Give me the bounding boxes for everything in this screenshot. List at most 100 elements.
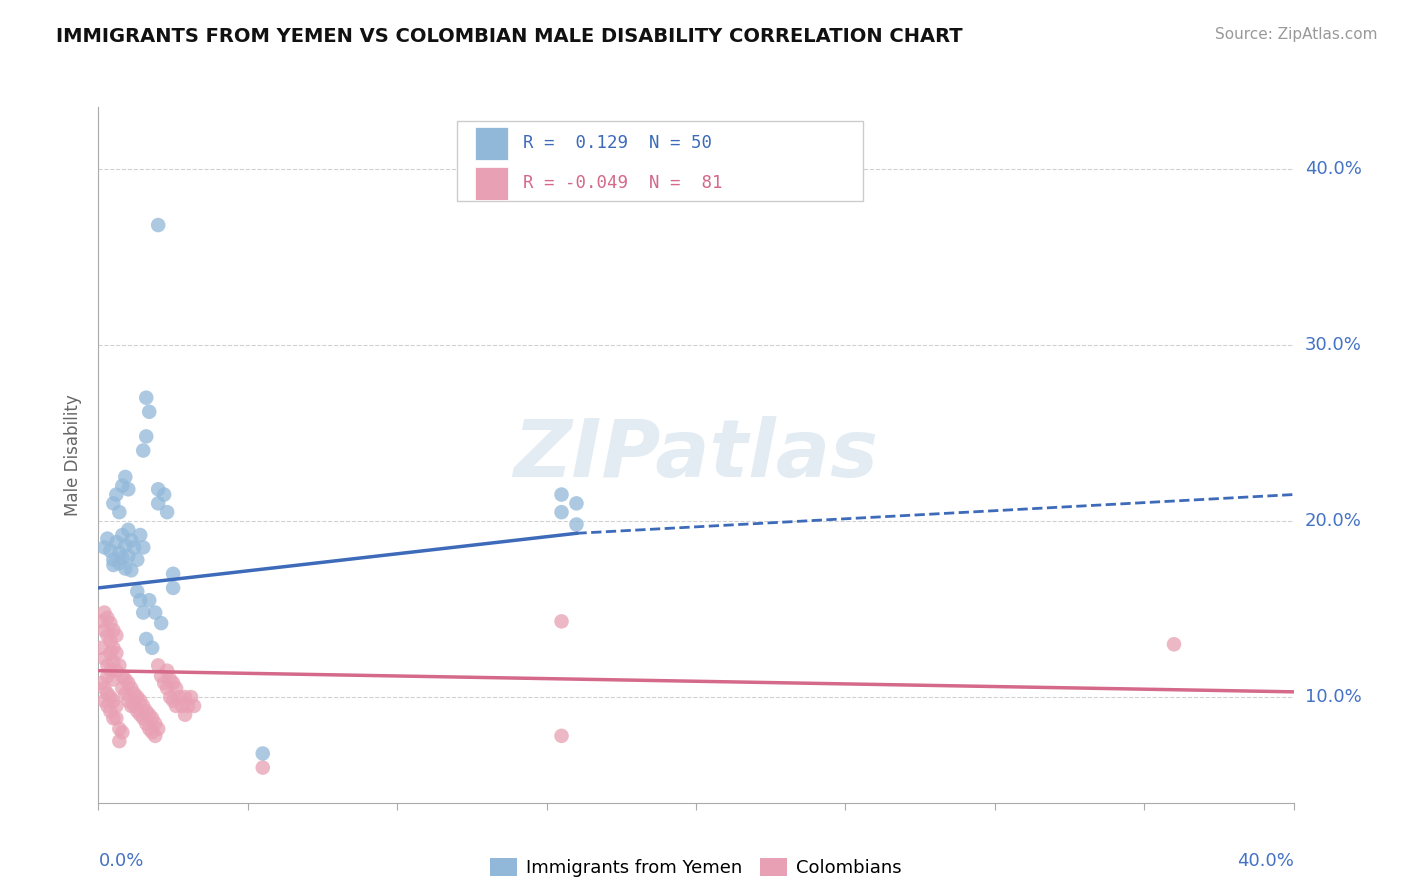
Point [143,716,166,731]
Point [96,669,118,683]
Text: 0.0%: 0.0% [98,852,143,870]
Point [105,487,128,501]
Point [96,611,118,625]
FancyBboxPatch shape [457,121,863,201]
Point [132,443,155,458]
Point [108,722,131,736]
Point [93,623,115,637]
Point [93,651,115,665]
Point [156,664,179,678]
Text: 20.0%: 20.0% [1305,512,1361,530]
Point [103,496,125,510]
Point [120,533,142,548]
Point [252,747,274,761]
Point [1163,637,1185,651]
Point [114,687,136,701]
Text: Source: ZipAtlas.com: Source: ZipAtlas.com [1215,27,1378,42]
Point [96,532,118,546]
Point [103,711,125,725]
Y-axis label: Male Disability: Male Disability [65,394,83,516]
FancyBboxPatch shape [475,127,509,160]
Point [129,528,152,542]
Point [550,487,572,501]
Point [98,646,122,660]
Text: 10.0%: 10.0% [1305,688,1361,706]
Point [129,593,152,607]
Point [127,690,149,705]
Text: 40.0%: 40.0% [1237,852,1294,870]
Point [108,505,131,519]
Point [105,535,128,549]
Point [162,566,184,581]
Point [117,676,139,690]
Point [93,681,115,696]
Point [165,698,187,713]
Point [103,552,125,566]
Point [135,704,157,718]
Point [111,681,134,696]
Point [565,517,588,532]
Point [93,606,115,620]
Text: IMMIGRANTS FROM YEMEN VS COLOMBIAN MALE DISABILITY CORRELATION CHART: IMMIGRANTS FROM YEMEN VS COLOMBIAN MALE … [56,27,963,45]
Point [148,658,170,673]
Point [108,546,131,560]
Point [93,541,115,555]
Point [98,616,122,631]
Point [117,483,139,497]
Point [159,673,181,687]
Point [105,664,128,678]
Text: ZIPatlas: ZIPatlas [513,416,879,494]
Point [174,707,197,722]
Point [103,623,125,637]
Point [162,676,184,690]
Point [114,539,136,553]
Point [148,218,170,232]
Point [138,707,160,722]
Point [150,616,173,631]
Point [156,681,179,696]
Point [98,664,122,678]
Point [165,681,187,696]
Text: R =  0.129  N = 50: R = 0.129 N = 50 [523,135,711,153]
Point [153,676,176,690]
Point [138,593,160,607]
Point [143,729,166,743]
Point [90,615,112,629]
Point [138,405,160,419]
Point [117,523,139,537]
Point [120,698,142,713]
Point [141,725,163,739]
Point [124,541,146,555]
Point [127,704,149,718]
Point [98,544,122,558]
Point [143,606,166,620]
Point [103,693,125,707]
Point [98,704,122,718]
Point [105,646,128,660]
Point [132,698,155,713]
FancyBboxPatch shape [475,167,509,200]
Point [111,528,134,542]
Point [103,655,125,669]
Point [565,496,588,510]
Point [96,698,118,713]
Point [162,693,184,707]
Point [108,658,131,673]
Text: 40.0%: 40.0% [1305,160,1361,178]
Point [550,505,572,519]
Point [180,690,202,705]
Point [111,479,134,493]
Point [150,669,173,683]
Point [135,716,157,731]
Point [159,690,181,705]
Point [153,487,176,501]
Point [117,549,139,564]
Point [550,729,572,743]
Point [124,687,146,701]
Point [132,541,155,555]
Point [124,698,146,713]
Point [177,698,200,713]
Point [93,693,115,707]
Point [135,391,157,405]
Point [167,690,190,705]
